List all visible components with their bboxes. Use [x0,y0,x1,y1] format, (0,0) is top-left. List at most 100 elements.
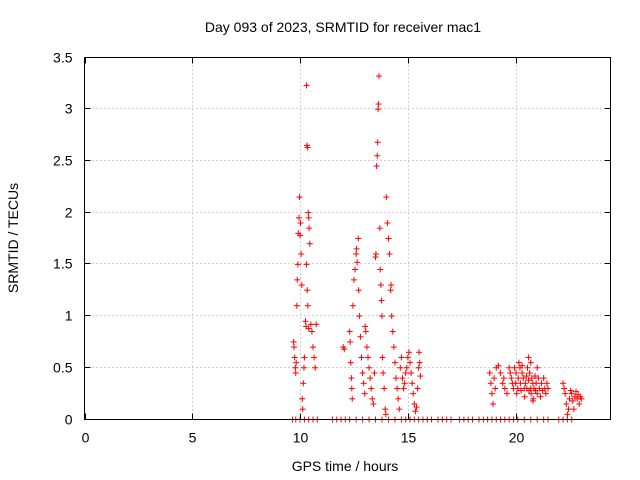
data-point [488,390,495,397]
data-point [371,369,378,376]
data-point [347,338,354,345]
data-point [414,385,421,392]
data-point [413,404,420,411]
grid [84,57,611,420]
data-point [395,395,402,402]
data-point [374,152,381,159]
data-point [382,406,389,413]
data-points [289,73,585,423]
data-point [409,380,416,387]
data-point [350,276,357,283]
data-point [372,251,379,258]
data-point [573,388,580,395]
data-point [369,395,376,402]
data-point [514,385,521,392]
data-point [385,235,392,242]
y-axis-label: SRMTID / TECUs [5,183,21,293]
data-point [529,397,536,404]
data-point [404,354,411,361]
y-tick-label: 3.5 [53,50,73,66]
data-point [533,380,540,387]
x-tick-label: 20 [509,430,525,446]
data-point [513,369,520,376]
data-point [360,380,367,387]
data-point [300,364,307,371]
data-point [295,214,302,221]
data-point [398,354,405,361]
data-point [387,287,394,294]
data-point [388,282,395,289]
data-point [544,385,551,392]
y-axis: 0 0.5 1 1.5 2 2.5 3 3.5 [53,50,611,428]
data-point [301,354,308,361]
data-point [520,375,527,382]
data-point [538,380,545,387]
data-point [298,251,305,258]
data-point [411,400,418,407]
data-point [492,385,499,392]
data-point [397,364,404,371]
data-point [567,387,574,394]
data-point [526,369,533,376]
data-point [499,380,506,387]
data-point [366,364,373,371]
data-point [408,369,415,376]
data-point [528,390,535,397]
data-point [375,73,382,80]
data-point [504,390,511,397]
data-point [292,369,299,376]
data-point [294,276,301,283]
data-point [542,390,549,397]
data-point [296,194,303,201]
data-point [393,375,400,382]
data-point [487,380,494,387]
data-point [376,225,383,232]
data-point [391,359,398,366]
data-point [511,364,518,371]
data-point [536,385,543,392]
data-point [405,349,412,356]
data-point [540,375,547,382]
data-point [349,302,356,309]
data-point [378,297,385,304]
data-point [576,400,583,407]
data-point [532,387,539,394]
data-point [346,328,353,335]
data-point [341,346,348,353]
data-point [353,245,360,252]
data-point [308,328,315,335]
data-point [380,369,387,376]
plot-frame [84,57,611,420]
data-point [313,321,320,328]
data-point [299,406,306,413]
data-point [561,385,568,392]
data-point [353,251,360,258]
data-point [527,359,534,366]
data-point [486,369,493,376]
data-point [305,209,312,216]
data-point [507,369,514,376]
data-point [377,266,384,273]
data-point [303,261,310,268]
data-point [521,393,528,400]
data-point [374,139,381,146]
data-point [564,411,571,418]
x-axis: 0 5 10 15 20 [82,57,525,446]
data-point [383,194,390,201]
data-point [519,362,526,369]
data-point [304,302,311,309]
data-point [292,364,299,371]
data-point [373,163,380,170]
y-tick-label: 2.5 [53,153,73,169]
data-point [297,219,304,226]
data-point [508,375,515,382]
data-point [297,232,304,239]
data-point [311,354,318,361]
data-point [355,235,362,242]
data-point [367,375,374,382]
data-point [375,101,382,108]
data-point [347,359,354,366]
data-point [293,359,300,366]
data-point [501,385,508,392]
data-point [388,313,395,320]
